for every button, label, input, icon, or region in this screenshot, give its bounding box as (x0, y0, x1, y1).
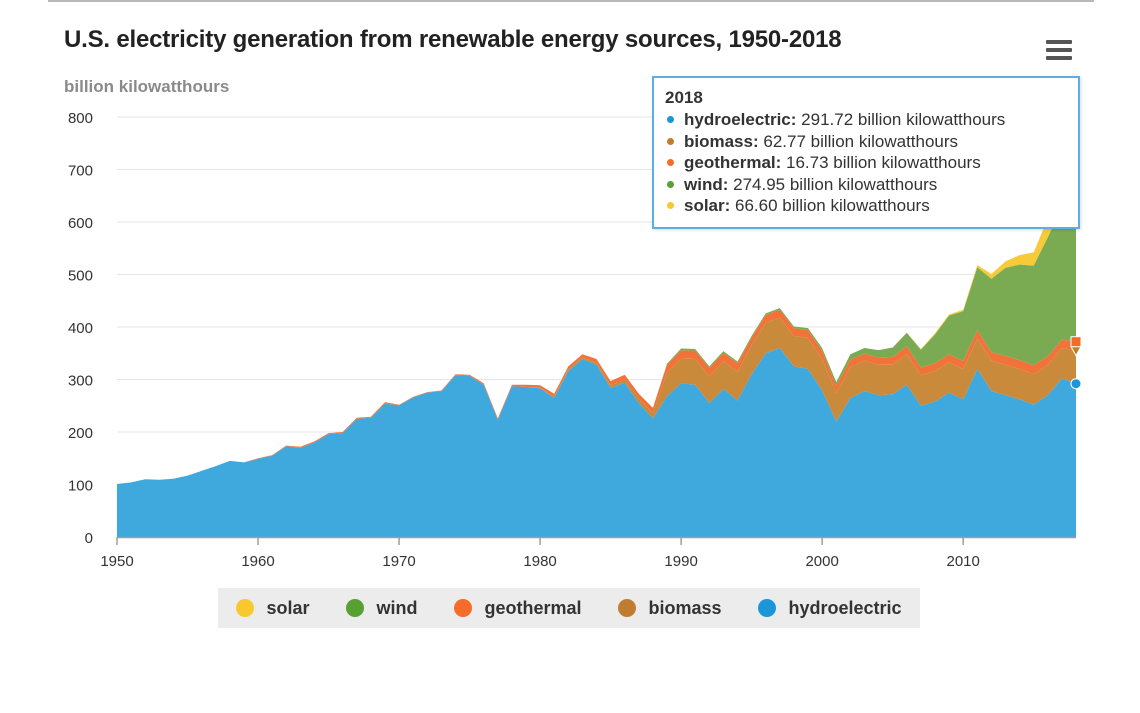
tooltip-bullet-icon (667, 159, 674, 167)
y-tick-label: 600 (68, 215, 93, 232)
legend-label: geothermal (484, 597, 582, 618)
tooltip-series-name: biomass: (684, 131, 759, 151)
x-tick-label: 1970 (382, 553, 415, 570)
x-tick-label: 1950 (100, 553, 133, 570)
tooltip-series-value: 62.77 billion kilowatthours (758, 131, 959, 151)
y-tick-label: 300 (68, 373, 93, 390)
y-tick-label: 700 (68, 163, 93, 180)
series-area-hydroelectric (117, 348, 1076, 537)
x-tick-label: 1980 (523, 553, 556, 570)
legend-item-biomass[interactable]: biomass (618, 598, 721, 619)
legend-item-wind[interactable]: wind (346, 598, 417, 619)
legend-marker-icon (346, 599, 365, 617)
x-tick-label: 2000 (805, 553, 838, 570)
tooltip-row: solar: 66.60 billion kilowatthours (665, 195, 1067, 217)
y-tick-label: 400 (68, 320, 93, 337)
legend-label: wind (376, 597, 418, 618)
legend-item-hydroelectric[interactable]: hydroelectric (758, 597, 902, 619)
tooltip-series-value: 66.60 billion kilowatthours (730, 196, 930, 215)
y-tick-label: 0 (85, 530, 93, 547)
marker-hydroelectric (1070, 378, 1082, 390)
tooltip-series-value: 291.72 billion kilowatthours (796, 110, 1006, 129)
legend-marker-icon (236, 599, 255, 617)
legend-marker-icon (454, 599, 473, 617)
tooltip-series-value: 16.73 billion kilowatthours (781, 153, 981, 172)
tooltip-series-name: solar: (684, 196, 731, 215)
tooltip-series-name: hydroelectric: (684, 110, 797, 129)
tooltip-row: geothermal: 16.73 billion kilowatthours (665, 152, 1067, 174)
hamburger-menu-icon[interactable] (1044, 38, 1074, 62)
tooltip-bullet-icon (667, 137, 674, 145)
y-tick-label: 100 (68, 478, 93, 495)
x-tick-label: 1990 (664, 553, 697, 570)
legend-label: hydroelectric (788, 597, 902, 618)
tooltip-series-name: wind: (684, 174, 729, 194)
x-tick-label: 2010 (946, 553, 979, 570)
chart-title: U.S. electricity generation from renewab… (64, 26, 842, 53)
tooltip-bullet-icon (667, 116, 674, 124)
tooltip-series-name: geothermal: (684, 153, 782, 172)
y-tick-label: 500 (68, 268, 93, 285)
tooltip-bullet-icon (667, 180, 674, 188)
legend-item-solar[interactable]: solar (236, 597, 310, 619)
legend-label: solar (266, 597, 310, 618)
legend-item-geothermal[interactable]: geothermal (454, 598, 581, 619)
legend-marker-icon (618, 599, 637, 617)
y-axis-unit-label: billion kilowatthours (64, 77, 230, 96)
legend-marker-icon (758, 599, 777, 617)
data-tooltip: 2018 hydroelectric: 291.72 billion kilow… (652, 76, 1080, 229)
top-divider (48, 0, 1094, 2)
chart-legend: solar wind geothermal biomass hydroelectric (218, 588, 920, 628)
marker-geothermal (1070, 336, 1082, 348)
tooltip-title: 2018 (665, 88, 703, 107)
tooltip-row: biomass: 62.77 billion kilowatthours (665, 131, 1067, 153)
tooltip-series-value: 274.95 billion kilowatthours (728, 174, 938, 194)
tooltip-bullet-icon (667, 202, 674, 210)
y-tick-label: 200 (68, 425, 93, 442)
tooltip-row: wind: 274.95 billion kilowatthours (665, 174, 1067, 196)
legend-label: biomass (648, 597, 722, 618)
tooltip-row: hydroelectric: 291.72 billion kilowattho… (665, 109, 1067, 131)
x-tick-label: 1960 (241, 553, 274, 570)
y-tick-label: 800 (68, 110, 93, 127)
